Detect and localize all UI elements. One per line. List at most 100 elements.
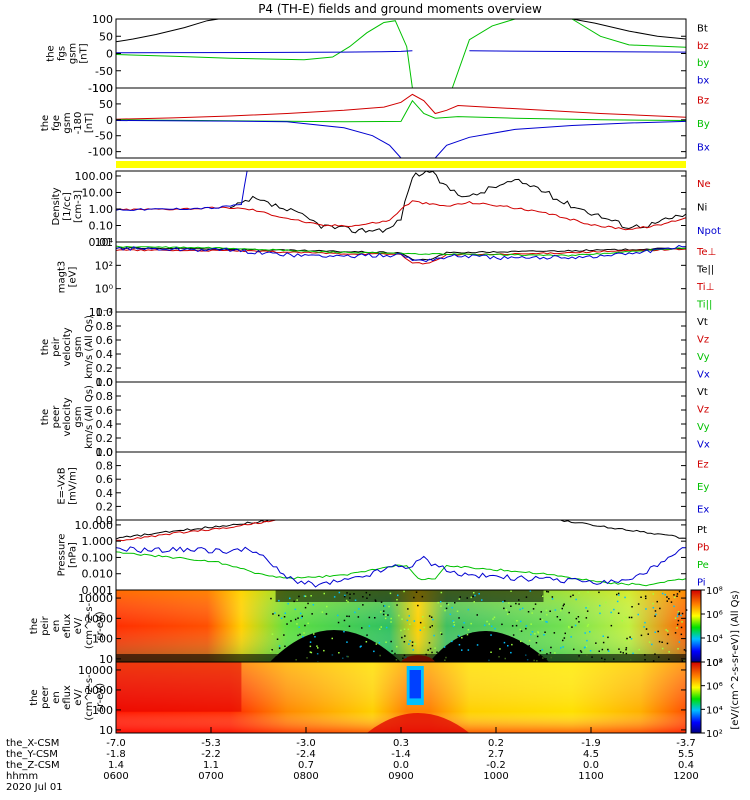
- ytick-label: 50: [99, 30, 113, 43]
- noise-speck: [539, 618, 542, 620]
- noise-speck: [343, 630, 345, 633]
- noise-speck: [354, 599, 357, 601]
- axes-density: 100.00 10.00 1.00 0.10 0.01: [75, 170, 687, 249]
- noise-speck: [546, 621, 548, 623]
- ytick-label: 0.001: [82, 584, 114, 597]
- ylabel-line: km/s (All Qs): [84, 385, 95, 449]
- ytick-label: 0.4: [96, 487, 114, 500]
- colorbar-gradient: [690, 589, 702, 663]
- noise-speck: [390, 640, 392, 643]
- ylabel-line: peir: [51, 336, 62, 356]
- decoration-layer: [116, 161, 686, 168]
- noise-speck: [400, 629, 402, 632]
- noise-speck: [284, 612, 286, 614]
- colorbar: 10⁸ 10⁶ 10⁴ 10²: [690, 658, 723, 740]
- noise-speck: [541, 619, 544, 621]
- noise-speck: [541, 595, 544, 597]
- noise-speck: [299, 633, 301, 636]
- series-line-Bx: [434, 120, 687, 159]
- noise-speck: [490, 625, 493, 627]
- noise-speck: [286, 623, 288, 625]
- legend-entry: Ez: [697, 459, 709, 470]
- ylabel-line: en: [51, 691, 62, 704]
- legend-entry: Vx: [697, 369, 710, 380]
- noise-speck: [433, 634, 435, 637]
- noise-speck: [310, 651, 313, 654]
- noise-speck: [554, 609, 557, 611]
- noise-speck: [573, 648, 575, 651]
- spectrogram-ion_eflux: [116, 590, 688, 664]
- noise-speck: [577, 616, 580, 618]
- colorbar-tick-label: 10⁶: [706, 682, 723, 693]
- noise-speck: [648, 641, 651, 643]
- noise-speck: [483, 624, 486, 627]
- ylabel-line: [mV/m]: [68, 467, 79, 505]
- panel-temperature: [115, 244, 687, 265]
- ytick-label: -100: [88, 146, 113, 159]
- noise-speck: [673, 596, 676, 599]
- noise-speck: [497, 644, 499, 647]
- noise-speck: [299, 612, 302, 615]
- ytick-label: 0.0: [96, 514, 114, 527]
- series-line-Bz: [115, 93, 687, 120]
- noise-speck: [451, 606, 453, 609]
- noise-speck: [637, 613, 639, 616]
- noise-speck: [518, 603, 520, 605]
- ytick-label: 10.000: [75, 519, 114, 532]
- noise-speck: [638, 648, 640, 651]
- noise-speck: [361, 627, 363, 629]
- noise-speck: [368, 616, 371, 619]
- noise-speck: [419, 621, 422, 624]
- ytick-label: 0.0: [96, 446, 114, 459]
- ylabel-line: eV/: [73, 689, 84, 706]
- noise-speck: [337, 631, 340, 634]
- axes-efield: 1.00.80.60.40.20.0: [96, 446, 687, 527]
- noise-speck: [401, 636, 403, 639]
- noise-speck: [537, 632, 540, 634]
- legend-entry: Vt: [697, 317, 708, 328]
- noise-speck: [537, 631, 539, 633]
- noise-speck: [338, 652, 340, 654]
- noise-speck: [403, 590, 405, 593]
- top-dark-band: [275, 590, 544, 602]
- noise-speck: [378, 642, 381, 644]
- series-line-Npot: [115, 170, 248, 211]
- noise-speck: [419, 629, 422, 631]
- noise-speck: [368, 625, 371, 627]
- noise-speck: [666, 642, 669, 645]
- noise-speck: [583, 647, 586, 649]
- noise-speck: [574, 624, 577, 627]
- noise-speck: [437, 601, 439, 604]
- noise-speck: [470, 596, 472, 599]
- noise-speck: [478, 593, 480, 595]
- noise-speck: [384, 605, 386, 607]
- ylabel-line: en: [51, 620, 62, 633]
- noise-speck: [467, 649, 470, 651]
- legend-fgs: Bt bz by bx: [697, 24, 709, 87]
- noise-speck: [298, 626, 300, 628]
- ylabel-line: Pressure: [57, 534, 68, 577]
- noise-speck: [287, 602, 289, 605]
- noise-speck: [625, 648, 627, 651]
- noise-speck: [654, 610, 657, 612]
- noise-speck: [556, 616, 559, 618]
- ylabel-line: the: [29, 689, 40, 705]
- noise-speck: [404, 635, 406, 637]
- series-line-by: [571, 18, 687, 48]
- ylabel-line: the: [46, 45, 57, 61]
- noise-speck: [417, 604, 419, 607]
- series-line-Pt: [560, 519, 687, 539]
- noise-speck: [518, 599, 520, 601]
- noise-speck: [432, 618, 434, 621]
- xtick-label: -1.4: [391, 749, 411, 760]
- noise-speck: [296, 623, 298, 625]
- noise-speck: [625, 652, 628, 655]
- series-line-Bt: [571, 18, 687, 40]
- xtick-label: 0.7: [298, 760, 314, 771]
- noise-speck: [406, 619, 409, 622]
- axes-ion_velocity: 1.00.80.60.40.20.0: [96, 306, 687, 389]
- noise-speck: [528, 645, 530, 647]
- noise-speck: [519, 628, 521, 631]
- noise-speck: [414, 643, 416, 645]
- noise-speck: [658, 640, 661, 643]
